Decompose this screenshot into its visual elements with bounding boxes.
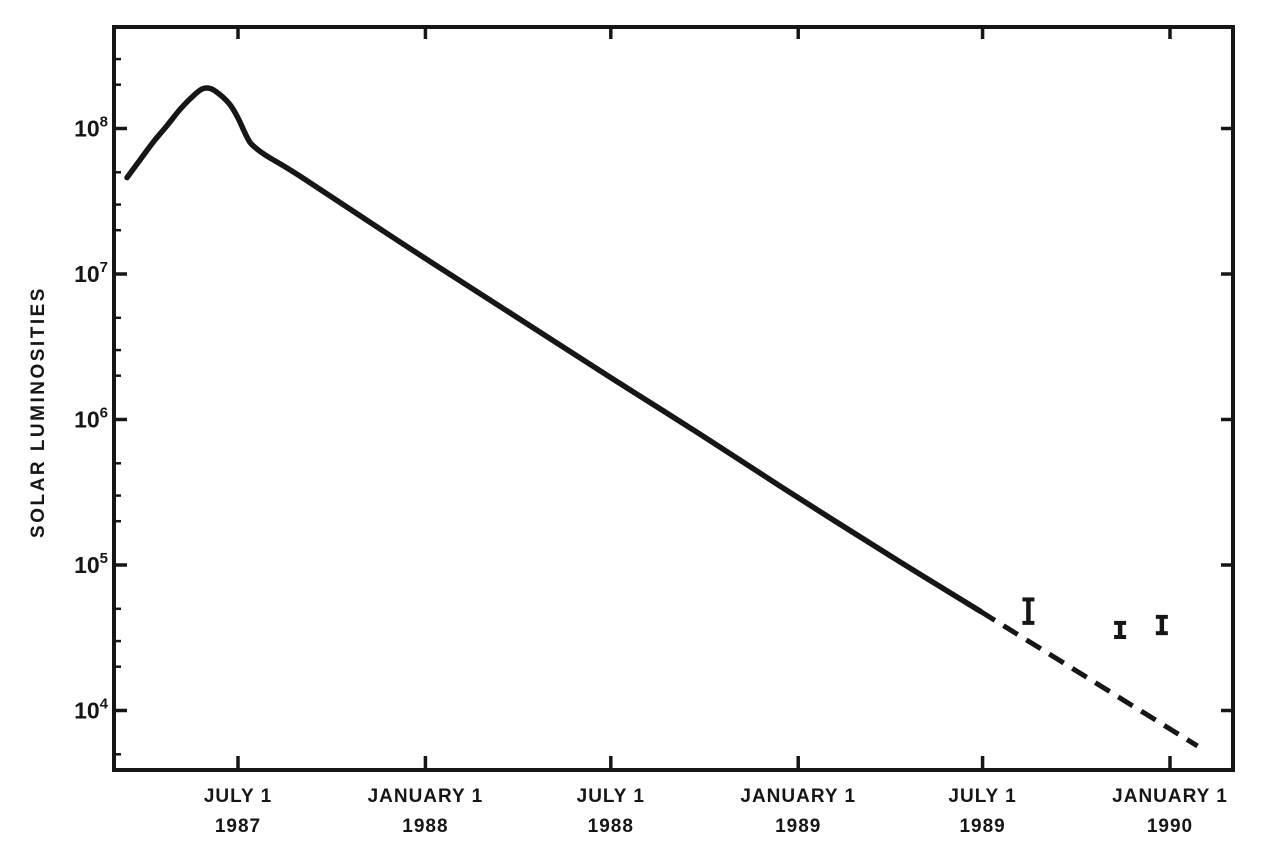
- light-curve-solid: [124, 85, 984, 615]
- x-axis-ticks: [236, 27, 1172, 770]
- y-axis-tick-label: 106: [74, 405, 108, 433]
- y-axis-tick-labels: 108 107 106 105 104: [74, 114, 109, 724]
- x-axis-tick-label: JANUARY 1 1988: [368, 786, 484, 837]
- y-axis-title: SOLAR LUMINOSITIES: [28, 286, 49, 538]
- error-bar-point: [1114, 620, 1127, 640]
- x-axis-tick-labels: JULY 1 1987 JANUARY 1 1988 JULY 1 1988 JANUARY…: [204, 786, 1228, 837]
- y-axis-tick-label: 107: [74, 259, 108, 287]
- data-series: [124, 85, 1199, 749]
- x-axis-tick-label: JANUARY 1 1989: [740, 786, 856, 837]
- error-bar-point: [1022, 597, 1035, 625]
- x-axis-tick-label: JULY 1 1988: [577, 786, 645, 837]
- y-axis-tick-label: 108: [74, 114, 108, 142]
- plot-frame: [112, 25, 1235, 772]
- y-axis-ticks: [114, 57, 1233, 756]
- x-axis-tick-label: JANUARY 1 1990: [1112, 786, 1228, 837]
- measured-points: [1022, 597, 1168, 640]
- error-bar-point: [1155, 614, 1168, 636]
- y-axis-tick-label: 105: [74, 550, 108, 578]
- y-axis-tick-label: 104: [74, 696, 109, 724]
- x-axis-tick-label: JULY 1 1987: [204, 786, 272, 837]
- x-axis-tick-label: JULY 1 1989: [948, 786, 1016, 837]
